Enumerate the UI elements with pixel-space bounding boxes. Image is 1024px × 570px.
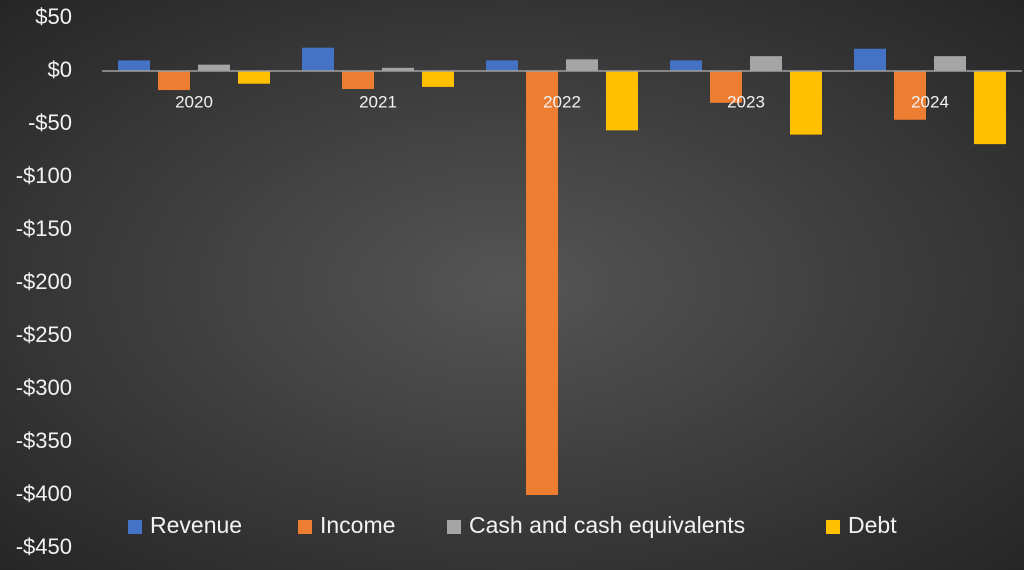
x-tick-label: 2023 (727, 92, 765, 111)
bar (854, 48, 886, 71)
legend-label: Debt (848, 512, 897, 538)
bar (486, 60, 518, 71)
x-tick-label: 2022 (543, 92, 581, 111)
y-tick-label: -$200 (16, 269, 72, 294)
x-tick-label: 2020 (175, 92, 213, 111)
bar (238, 71, 270, 84)
bar (670, 60, 702, 71)
legend-swatch (826, 520, 840, 534)
bar (422, 71, 454, 87)
x-tick-label: 2024 (911, 92, 949, 111)
legend-swatch (447, 520, 461, 534)
y-tick-label: -$150 (16, 216, 72, 241)
bar (790, 71, 822, 135)
bar (606, 71, 638, 131)
bar (158, 71, 190, 91)
legend-label: Cash and cash equivalents (469, 512, 745, 538)
legend-swatch (128, 520, 142, 534)
x-tick-label: 2021 (359, 92, 397, 111)
legend-label: Income (320, 512, 395, 538)
legend-label: Revenue (150, 512, 242, 538)
y-tick-label: $50 (35, 4, 72, 29)
bar (198, 64, 230, 71)
bar (934, 56, 966, 71)
y-tick-label: -$350 (16, 428, 72, 453)
bar (382, 67, 414, 71)
y-tick-label: -$50 (28, 110, 72, 135)
y-tick-label: -$400 (16, 481, 72, 506)
bar (710, 71, 742, 103)
y-tick-label: -$450 (16, 534, 72, 559)
bar (750, 56, 782, 71)
bar (894, 71, 926, 120)
bar (342, 71, 374, 90)
bar (526, 71, 558, 495)
y-tick-label: $0 (48, 57, 72, 82)
y-tick-label: -$100 (16, 163, 72, 188)
bar (118, 60, 150, 71)
bar (974, 71, 1006, 145)
y-tick-label: -$250 (16, 322, 72, 347)
legend-swatch (298, 520, 312, 534)
bar (566, 59, 598, 71)
y-tick-label: -$300 (16, 375, 72, 400)
bar (302, 47, 334, 71)
